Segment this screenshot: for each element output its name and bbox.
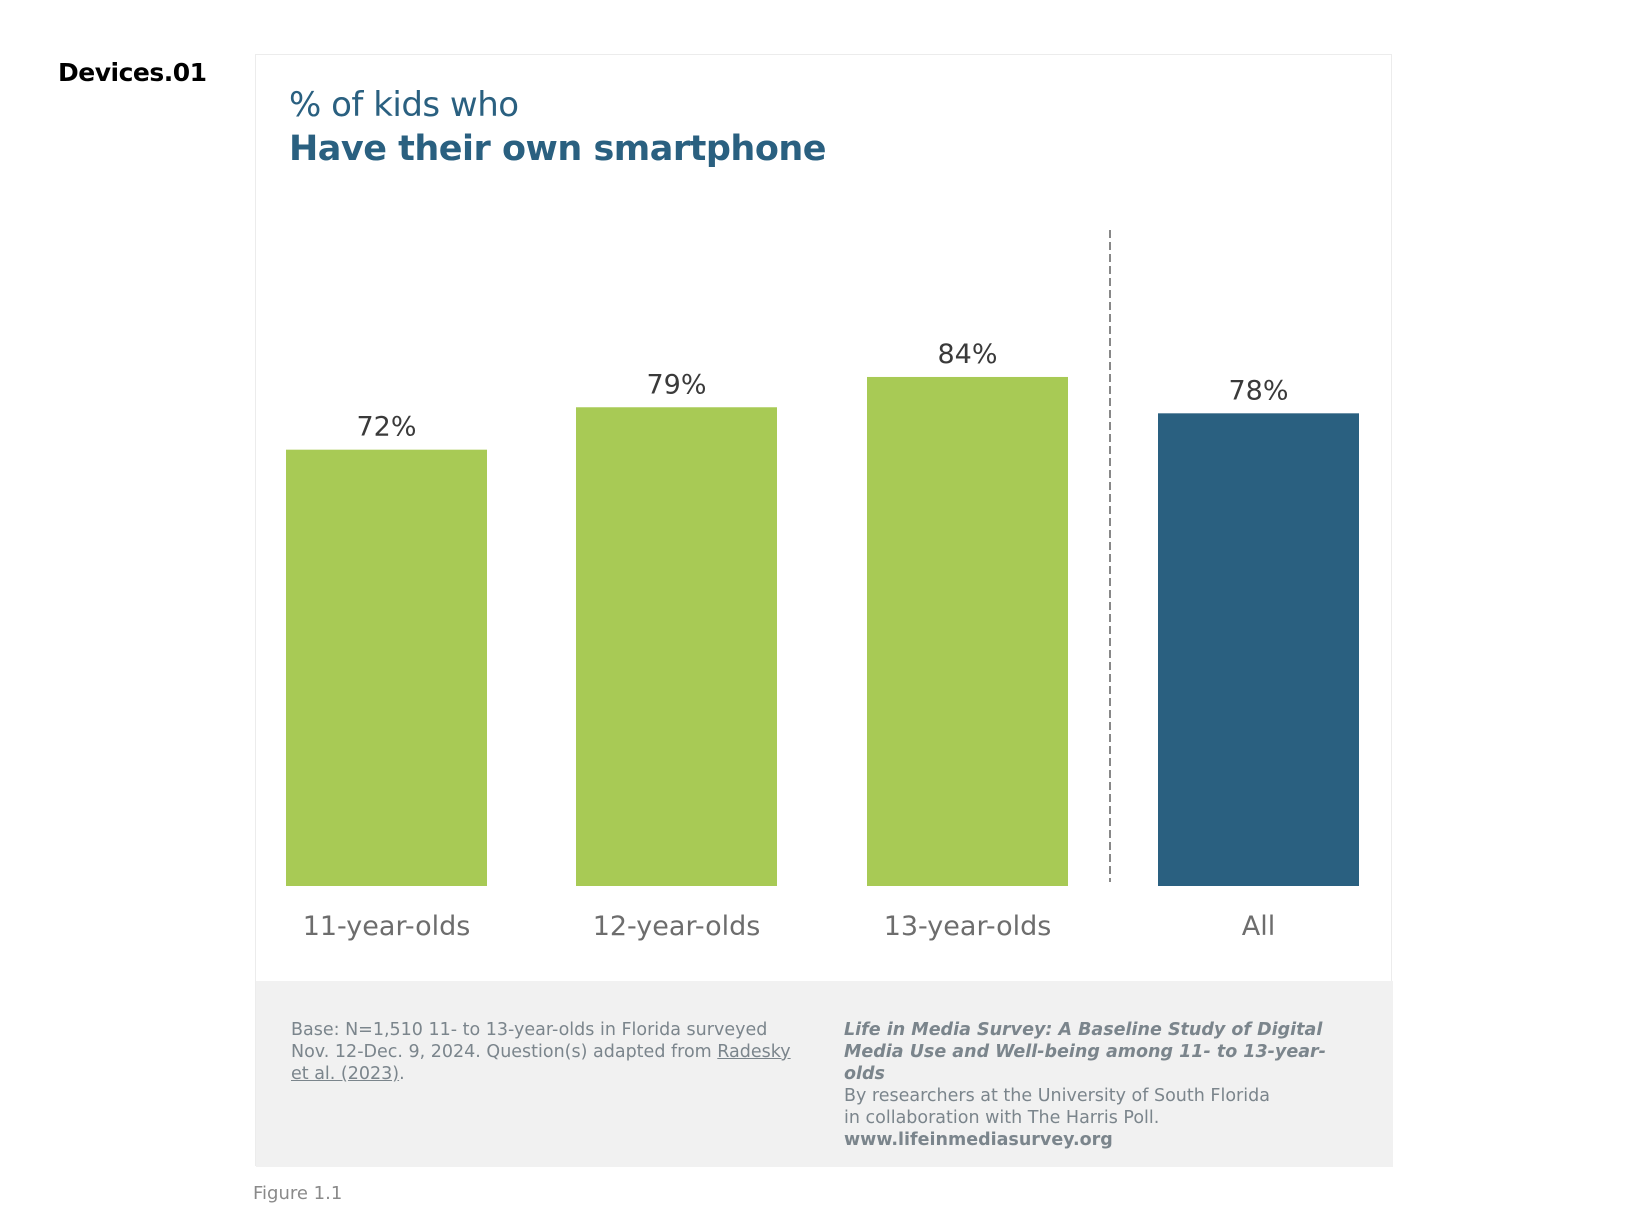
category-label: 13-year-olds xyxy=(884,911,1052,942)
value-label: 79% xyxy=(646,369,706,400)
value-label: 72% xyxy=(356,412,416,443)
value-label: 84% xyxy=(937,339,997,370)
chart-title: Have their own smartphone xyxy=(289,129,827,169)
study-title: Life in Media Survey: A Baseline Study o… xyxy=(844,1020,1326,1084)
citation-link[interactable]: Radesky et al. (2023) xyxy=(291,1042,791,1084)
credit-line-2: in collaboration with The Harris Poll. xyxy=(844,1108,1160,1128)
bar-all xyxy=(1158,413,1359,886)
source-credit: Life in Media Survey: A Baseline Study o… xyxy=(844,1019,1364,1151)
bar-13-year-olds xyxy=(867,376,1068,886)
value-label: 78% xyxy=(1228,375,1288,406)
figure-id: Devices.01 xyxy=(58,58,207,87)
base-note: Base: N=1,510 11- to 13-year-olds in Flo… xyxy=(291,1019,791,1085)
chart-footer: Base: N=1,510 11- to 13-year-olds in Flo… xyxy=(256,981,1393,1167)
base-note-end: . xyxy=(399,1064,405,1084)
bar-12-year-olds xyxy=(576,407,777,886)
category-label: 12-year-olds xyxy=(593,911,761,942)
bar-chart: 72% 11-year-olds 79% 12-year-olds 84% 13-year… xyxy=(286,230,1359,942)
survey-url[interactable]: www.lifeinmediasurvey.org xyxy=(844,1130,1113,1150)
figure-caption: Figure 1.1 xyxy=(253,1183,343,1204)
bar-11-year-olds xyxy=(286,449,487,886)
base-note-text: Base: N=1,510 11- to 13-year-olds in Flo… xyxy=(291,1020,768,1062)
category-label: 11-year-olds xyxy=(303,911,471,942)
chart-card: % of kids who Have their own smartphone … xyxy=(255,54,1393,1167)
category-label: All xyxy=(1242,911,1275,942)
chart-subtitle: % of kids who xyxy=(289,85,519,125)
credit-line-1: By researchers at the University of Sout… xyxy=(844,1086,1270,1106)
